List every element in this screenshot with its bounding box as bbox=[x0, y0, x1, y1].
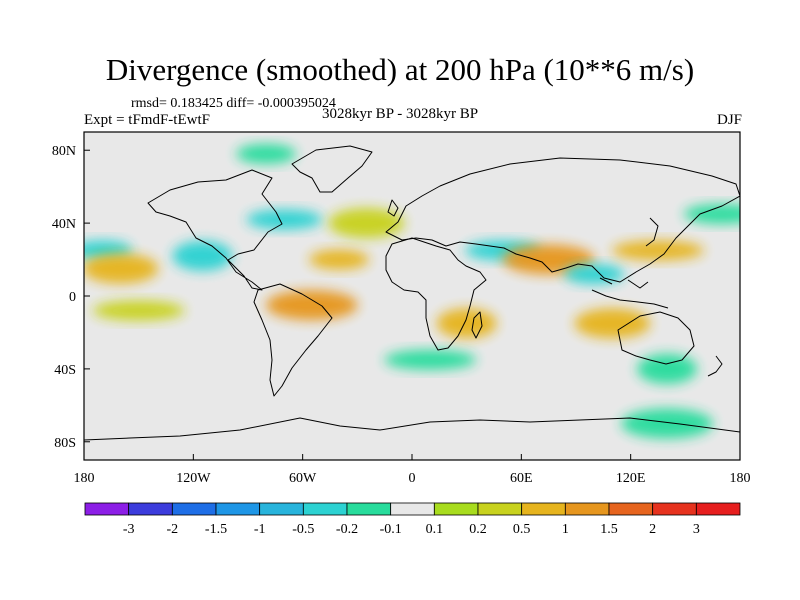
anomaly-region bbox=[309, 249, 370, 270]
colorbar-label: 0.2 bbox=[469, 522, 487, 537]
colorbar-swatch bbox=[477, 502, 523, 516]
anomaly-region bbox=[621, 408, 714, 439]
colorbar-swatch bbox=[390, 502, 435, 516]
y-tick-label: 0 bbox=[69, 290, 76, 305]
stats-text: rmsd= 0.183425 diff= -0.000395024 bbox=[131, 96, 336, 111]
colorbar-label: -0.1 bbox=[380, 522, 402, 537]
map-background bbox=[84, 132, 740, 460]
anomaly-region bbox=[265, 290, 358, 321]
coastline-africa bbox=[385, 237, 487, 351]
coastline-greenland bbox=[291, 145, 373, 193]
anomaly-region bbox=[574, 308, 651, 339]
x-tick-label: 180 bbox=[74, 471, 95, 486]
coastline-madagascar bbox=[471, 311, 483, 339]
colorbar-label: 0.1 bbox=[426, 522, 444, 537]
anomaly-region bbox=[84, 253, 159, 284]
x-tick-label: 60W bbox=[289, 471, 317, 486]
anomaly-region bbox=[612, 240, 704, 261]
anomaly-region bbox=[384, 349, 477, 370]
coastline-australia bbox=[617, 311, 695, 365]
coastline-uk bbox=[387, 199, 399, 217]
colorbar-swatch bbox=[521, 502, 566, 516]
anomaly-region bbox=[92, 300, 185, 321]
colorbar-label: 1 bbox=[562, 522, 569, 537]
colorbar-swatch bbox=[433, 502, 479, 516]
colorbar-label: 2 bbox=[649, 522, 656, 537]
anomaly-region bbox=[328, 208, 405, 239]
coastline-new-zealand bbox=[707, 355, 723, 377]
coastline-antarctica bbox=[84, 417, 740, 441]
experiment-label: Expt = tFmdF-tEwtF bbox=[84, 112, 210, 128]
y-tick-label: 80N bbox=[52, 144, 76, 159]
colorbar-swatch bbox=[346, 502, 392, 516]
colorbar-swatch bbox=[302, 502, 348, 516]
colorbar-swatch bbox=[84, 502, 130, 516]
colorbar-label: -0.2 bbox=[336, 522, 358, 537]
x-tick-label: 180 bbox=[730, 471, 751, 486]
y-tick-label: 80S bbox=[54, 436, 76, 451]
colorbar-label: -0.5 bbox=[292, 522, 314, 537]
colorbar-label: 0.5 bbox=[513, 522, 531, 537]
anomaly-region bbox=[172, 240, 233, 271]
period-label: 3028kyr BP - 3028kyr BP bbox=[321, 106, 479, 122]
x-tick-label: 60E bbox=[510, 471, 533, 486]
season-label: DJF bbox=[716, 112, 742, 128]
colorbar-label: -2 bbox=[166, 522, 178, 537]
x-tick-label: 120W bbox=[176, 471, 211, 486]
chart-title: Divergence (smoothed) at 200 hPa (10**6 … bbox=[105, 52, 695, 87]
y-tick-label: 40S bbox=[54, 363, 76, 378]
x-tick-label: 120E bbox=[616, 471, 646, 486]
colorbar-label: -1 bbox=[254, 522, 266, 537]
colorbar-label: 3 bbox=[693, 522, 700, 537]
colorbar-swatch bbox=[215, 502, 261, 516]
colorbar-swatch bbox=[128, 502, 173, 516]
y-tick-label: 40N bbox=[52, 217, 76, 232]
anomaly-region bbox=[246, 209, 323, 230]
coastline-south-america bbox=[253, 283, 333, 397]
coastline-europe-asia bbox=[385, 157, 740, 283]
colorbar-swatch bbox=[695, 502, 741, 516]
anomaly-region bbox=[236, 143, 297, 164]
colorbar-swatch bbox=[564, 502, 610, 516]
anomaly-region bbox=[637, 353, 698, 384]
coastline-japan bbox=[645, 217, 659, 247]
colorbar-swatch bbox=[259, 502, 304, 516]
coastline-north-america bbox=[147, 169, 283, 291]
colorbar-swatch bbox=[652, 502, 697, 516]
colorbar-label: 1.5 bbox=[600, 522, 618, 537]
coastline-indonesia bbox=[591, 277, 669, 309]
colorbar-swatch bbox=[608, 502, 654, 516]
x-tick-label: 0 bbox=[409, 471, 416, 486]
colorbar-label: -3 bbox=[123, 522, 135, 537]
colorbar-label: -1.5 bbox=[205, 522, 227, 537]
anomaly-region bbox=[436, 308, 497, 339]
coastlines bbox=[84, 145, 740, 441]
anomaly-region bbox=[683, 204, 740, 224]
anomaly-region bbox=[502, 244, 595, 275]
colorbar-swatch bbox=[171, 502, 217, 516]
